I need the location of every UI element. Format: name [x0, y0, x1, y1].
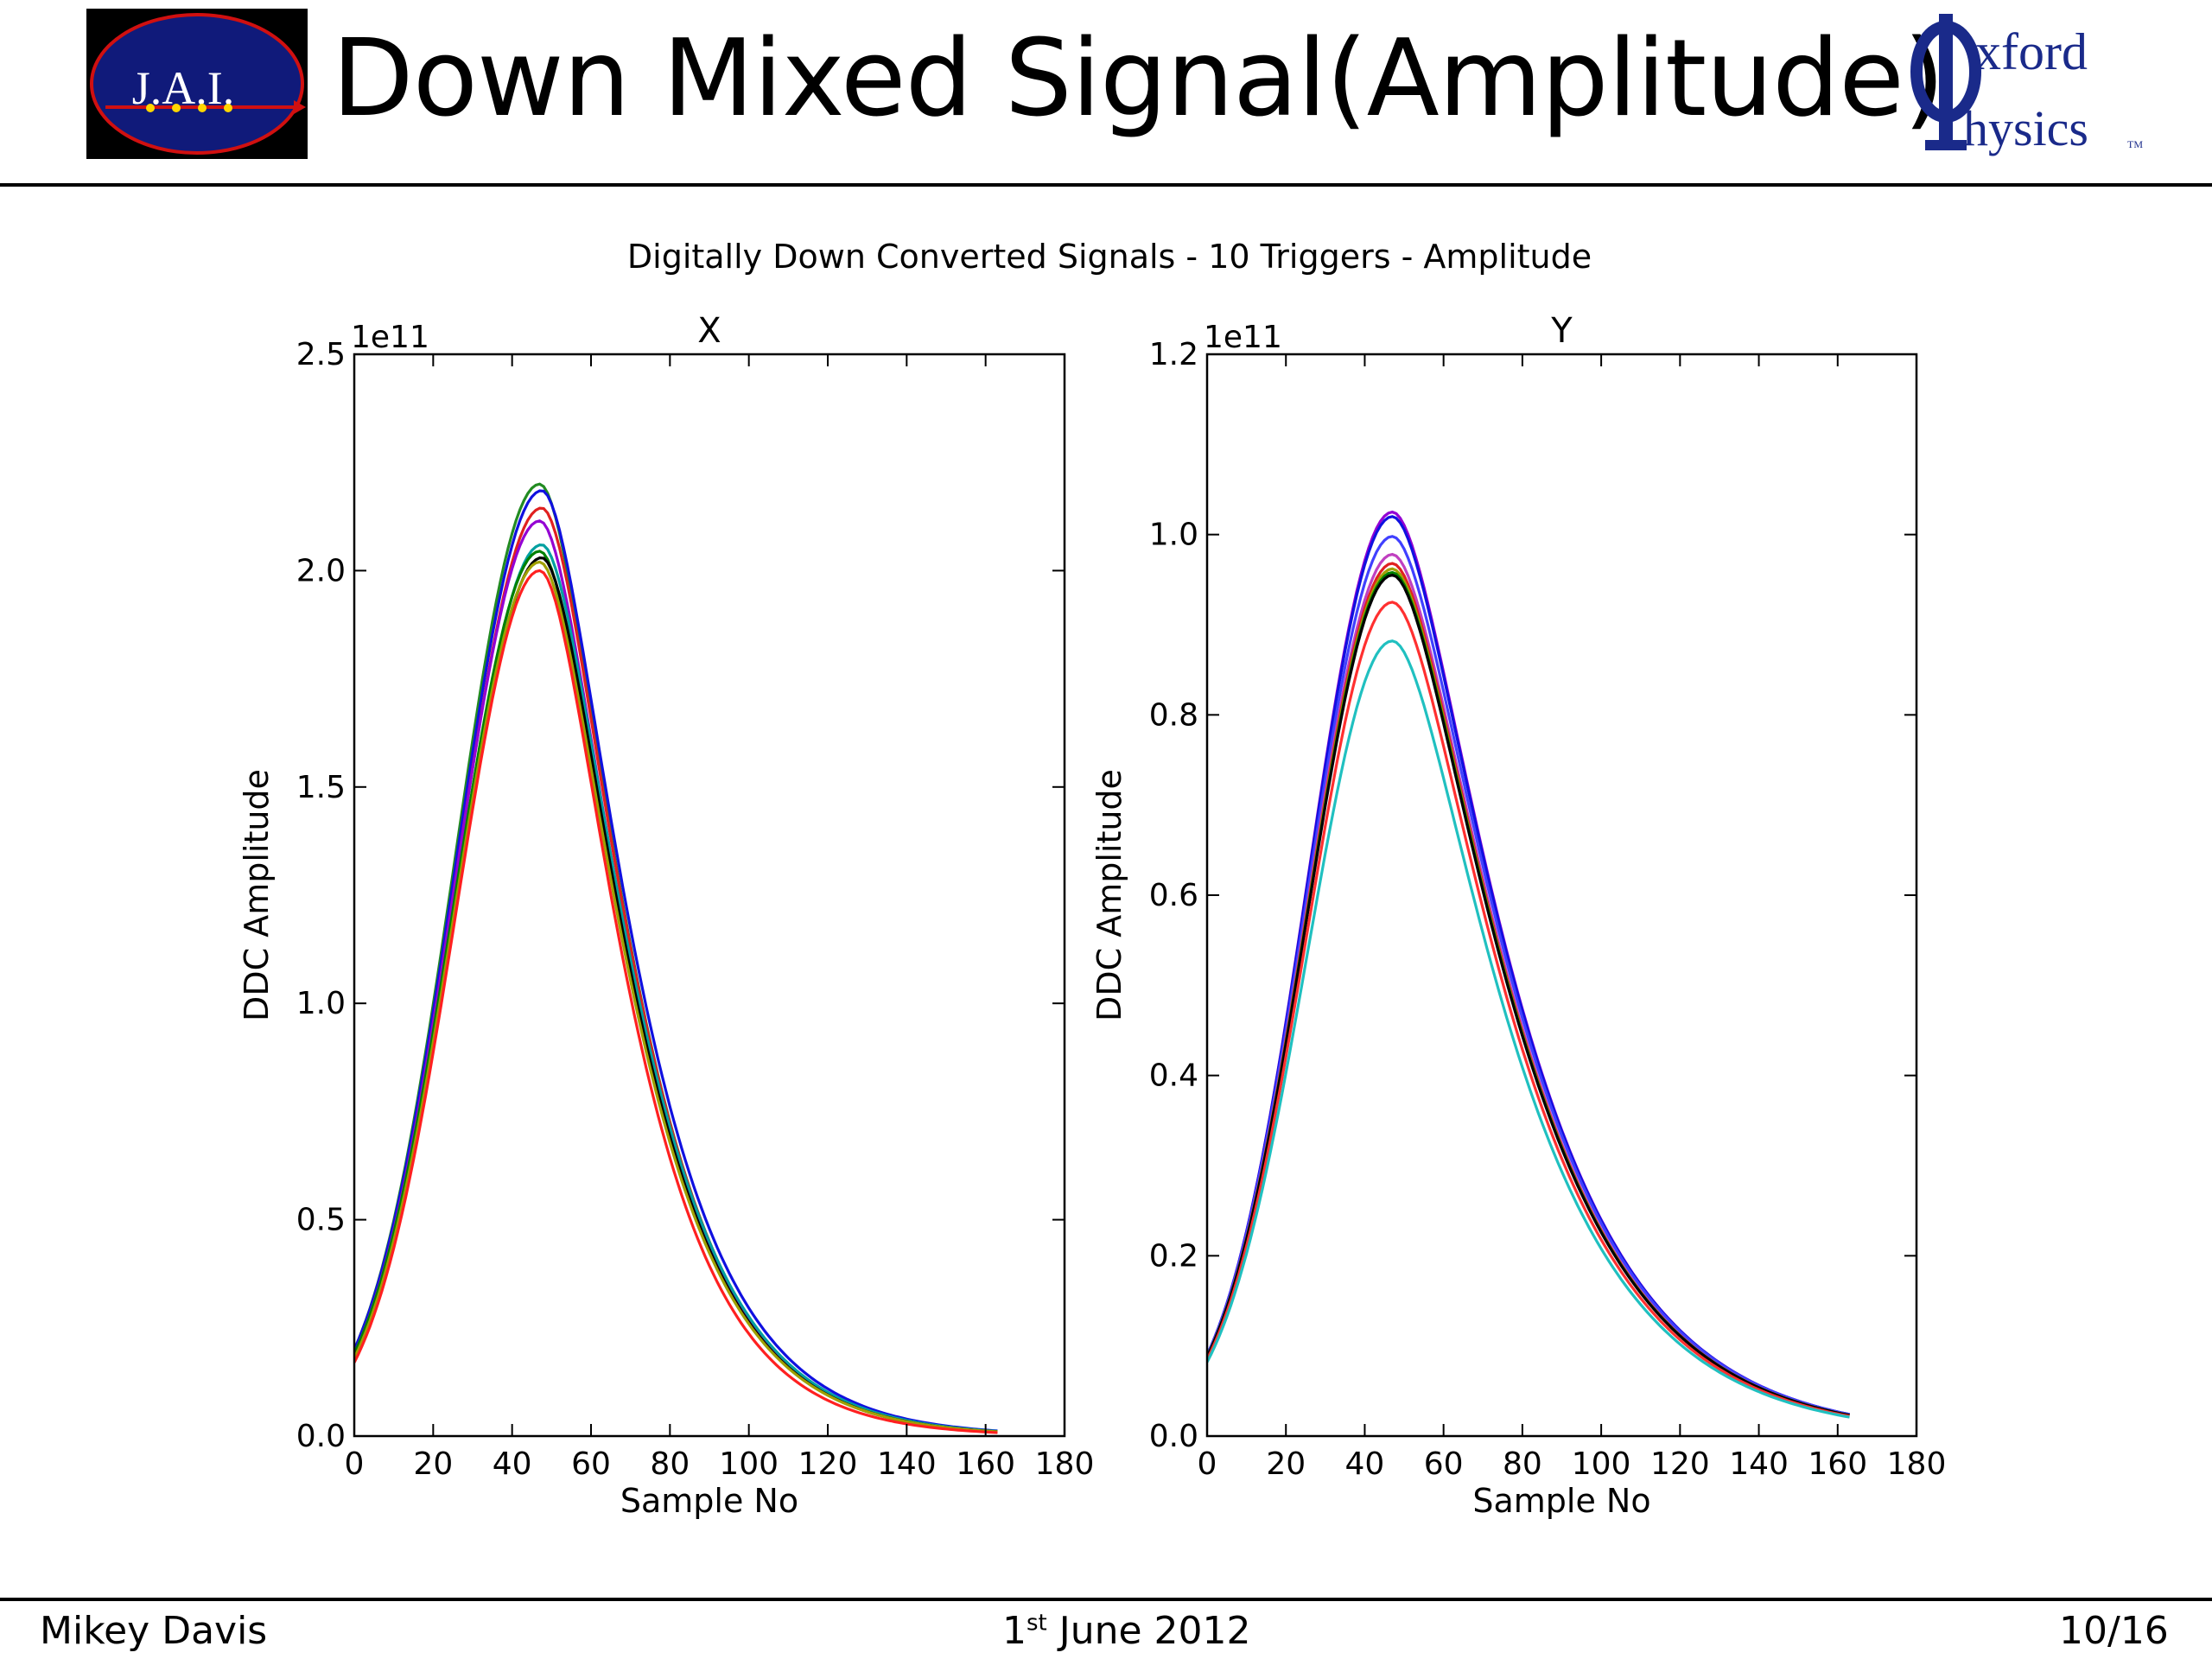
- footer-date-suffix: st: [1027, 1610, 1047, 1637]
- x-tick-label: 20: [413, 1446, 453, 1482]
- scale-label: 1e11: [351, 320, 429, 355]
- panel-x: 0 20 40 60 80 100 120 140 160 180 0.0 0.5 1.0 1.5 2.0 2…: [238, 311, 1094, 1520]
- series-line-5: [354, 543, 998, 1433]
- panel-y: 0 20 40 60 80 100 120 140 160 180 0.0 0.2 0.4 0.6 0.8 1…: [1090, 311, 1946, 1520]
- slide-title: Down Mixed Signal(Amplitude): [332, 17, 1945, 141]
- ddc-amplitude-chart: Digitally Down Converted Signals - 10 Tr…: [238, 238, 1946, 1520]
- series-line-1: [1207, 510, 1850, 1416]
- scale-label: 1e11: [1204, 320, 1282, 355]
- x-tick-label: 180: [1887, 1446, 1947, 1482]
- panel-subtitle: X: [697, 311, 721, 351]
- x-tick-label: 40: [1345, 1446, 1385, 1482]
- x-tick-label: 160: [956, 1446, 1015, 1482]
- y-tick-label: 0.0: [1149, 1419, 1198, 1454]
- chart-title: Digitally Down Converted Signals - 10 Tr…: [627, 238, 1592, 276]
- series-line-7: [354, 556, 998, 1433]
- footer-date-day: 1: [1002, 1609, 1027, 1653]
- x-tick-label: 40: [493, 1446, 532, 1482]
- y-tick-label: 1.2: [1149, 337, 1198, 372]
- y-tick-label: 0.0: [296, 1419, 346, 1454]
- y-tick-label: 0.4: [1149, 1058, 1198, 1094]
- x-tick-label: 120: [798, 1446, 858, 1482]
- x-tick-label: 80: [650, 1446, 690, 1482]
- y-tick-label: 1.0: [1149, 518, 1198, 553]
- series-line-8: [1207, 573, 1850, 1417]
- series-line-3: [1207, 535, 1850, 1416]
- oxford-physics-logo: xford hysics TM: [1901, 7, 2160, 162]
- y-tick-label: 0.2: [1149, 1238, 1198, 1274]
- series-line-3: [354, 506, 998, 1433]
- series-line-6: [1207, 567, 1850, 1417]
- series-line-5: [1207, 562, 1850, 1417]
- series-line-8: [354, 560, 998, 1433]
- y-tick-label: 2.0: [296, 553, 346, 588]
- series-line-7: [1207, 570, 1850, 1417]
- x-tick-label: 140: [877, 1446, 937, 1482]
- series-line-2: [354, 489, 998, 1433]
- jai-logo: J.A.I.: [86, 9, 308, 159]
- x-tick-label: 0: [345, 1446, 365, 1482]
- series-group: [1207, 510, 1850, 1419]
- x-tick-label: 100: [719, 1446, 779, 1482]
- x-tick-label: 60: [571, 1446, 611, 1482]
- oxford-logo-line1: xford: [1975, 23, 2088, 80]
- x-tick-label: 120: [1650, 1446, 1710, 1482]
- x-tick-label: 100: [1572, 1446, 1631, 1482]
- series-line-1: [354, 482, 998, 1433]
- y-tick-label: 0.8: [1149, 697, 1198, 733]
- series-line-4: [1207, 552, 1850, 1417]
- series-line-4: [354, 519, 998, 1433]
- footer-date: 1st June 2012: [1002, 1609, 1251, 1653]
- y-tick-label: 1.0: [296, 986, 346, 1021]
- panel-subtitle: Y: [1550, 311, 1573, 351]
- series-group: [354, 482, 998, 1434]
- x-axis-label: Sample No: [620, 1482, 798, 1520]
- x-tick-label: 140: [1729, 1446, 1789, 1482]
- x-tick-label: 0: [1198, 1446, 1217, 1482]
- y-tick-label: 2.5: [296, 337, 346, 372]
- x-tick-label: 60: [1424, 1446, 1464, 1482]
- footer-author: Mikey Davis: [40, 1609, 268, 1653]
- x-tick-label: 20: [1266, 1446, 1306, 1482]
- x-tick-label: 180: [1035, 1446, 1095, 1482]
- series-line-2: [1207, 515, 1850, 1416]
- plot-frame: [353, 353, 1066, 1438]
- y-axis-label: DDC Amplitude: [238, 769, 276, 1021]
- y-tick-label: 1.5: [296, 770, 346, 805]
- footer-rule: [0, 1598, 2212, 1601]
- oxford-logo-line2: hysics: [1963, 100, 2088, 156]
- series-line-10: [1207, 639, 1850, 1419]
- x-axis-label: Sample No: [1472, 1482, 1650, 1520]
- series-line-9: [354, 569, 998, 1434]
- y-tick-label: 0.6: [1149, 878, 1198, 913]
- footer-page-number: 10/16: [2059, 1609, 2169, 1653]
- y-tick-label: 0.5: [296, 1203, 346, 1238]
- oxford-logo-tm: TM: [2127, 138, 2143, 150]
- series-line-6: [354, 550, 998, 1433]
- series-line-9: [1207, 601, 1850, 1418]
- y-axis-label: DDC Amplitude: [1090, 769, 1128, 1021]
- footer-date-rest: June 2012: [1046, 1609, 1251, 1653]
- header-rule: [0, 183, 2212, 187]
- x-tick-label: 80: [1503, 1446, 1542, 1482]
- x-tick-label: 160: [1808, 1446, 1867, 1482]
